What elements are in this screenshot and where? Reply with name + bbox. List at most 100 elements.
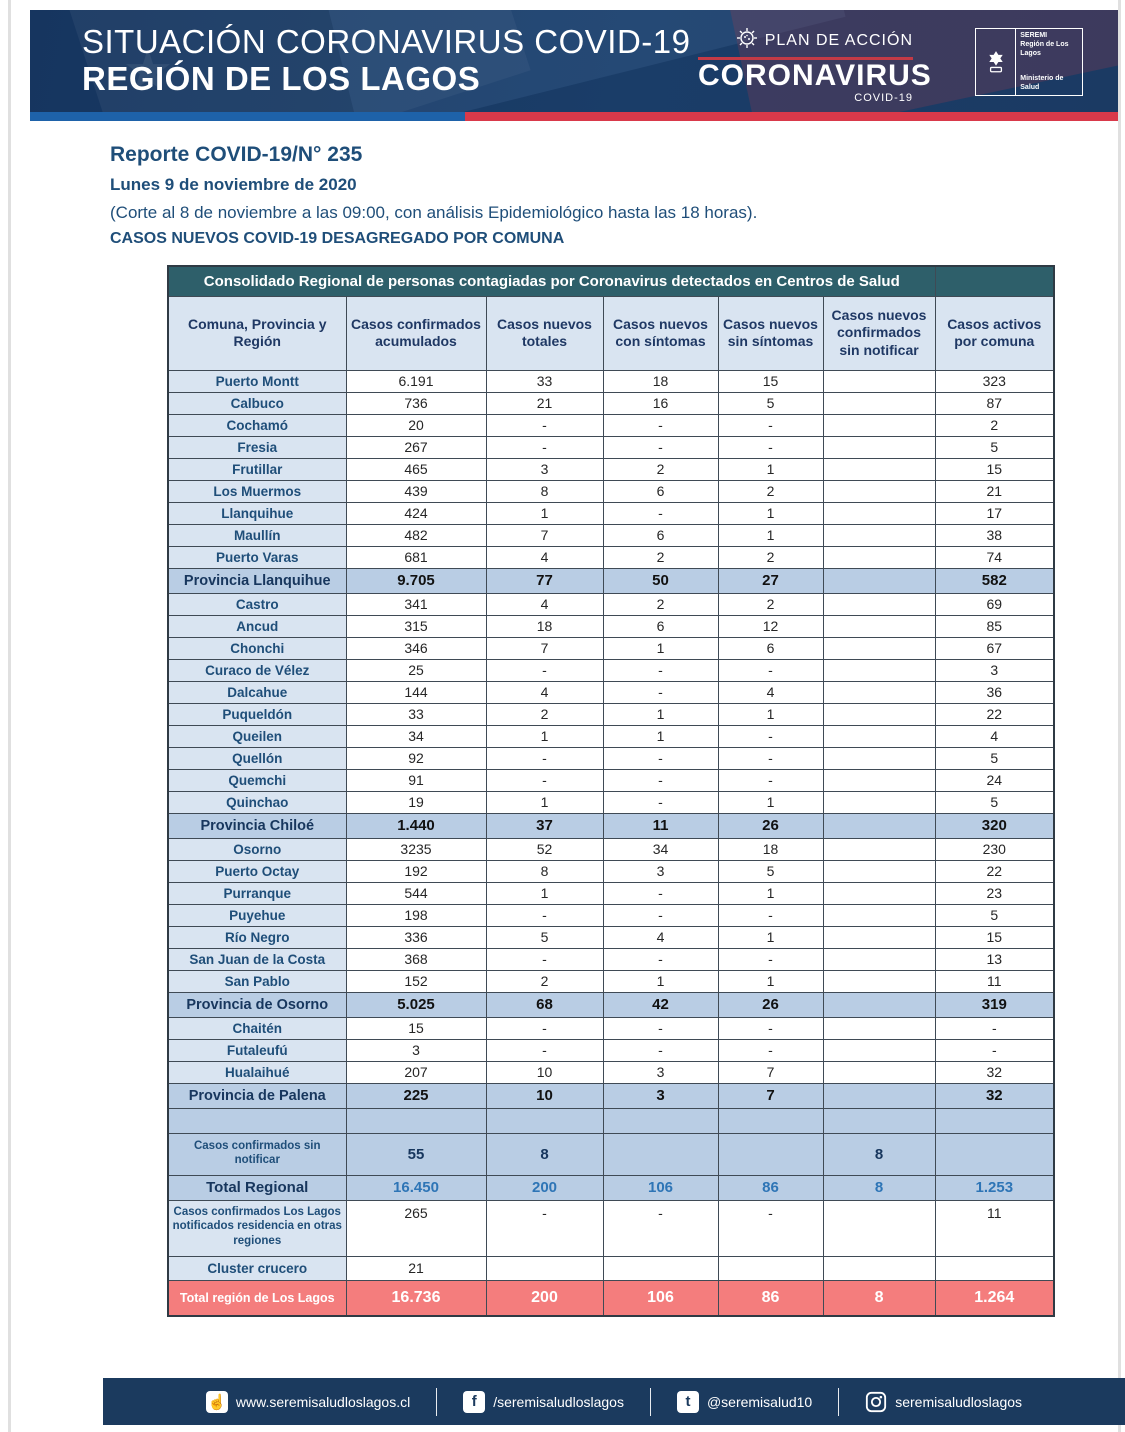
value-cell: 32: [934, 1060, 1055, 1084]
value-cell: -: [485, 1016, 604, 1040]
table-row: Provincia Llanquihue 9.705 77 50 27 582: [167, 567, 1055, 594]
table-title: Consolidado Regional de personas contagi…: [167, 265, 936, 297]
value-cell: 23: [934, 881, 1055, 905]
value-cell: 4: [485, 545, 604, 569]
row-label: Total región de Los Lagos: [167, 1279, 347, 1317]
value-cell: [934, 1255, 1055, 1281]
value-cell: 19: [345, 790, 487, 814]
value-cell: -: [602, 1199, 719, 1257]
value-cell: 5: [485, 925, 604, 949]
value-cell: [717, 1107, 824, 1134]
value-cell: 5: [934, 746, 1055, 770]
value-cell: 152: [345, 969, 487, 993]
value-cell: 336: [345, 925, 487, 949]
value-cell: -: [485, 746, 604, 770]
footer-link-instagram[interactable]: seremisaludloslagos: [865, 1391, 1022, 1413]
table-row: Dalcahue 144 4-4 36: [167, 680, 1055, 704]
row-label: Cluster crucero: [167, 1255, 347, 1281]
value-cell: [822, 1016, 936, 1040]
table-row: Puerto Varas 681 4 2 2 74: [167, 545, 1055, 569]
value-cell: 11: [934, 969, 1055, 993]
value-cell: 200: [485, 1174, 604, 1201]
value-cell: [934, 1132, 1055, 1176]
value-cell: -: [602, 790, 719, 814]
instagram-icon: [865, 1391, 887, 1413]
row-label: Puyehue: [167, 903, 347, 927]
value-cell: [822, 545, 936, 569]
value-cell: [822, 947, 936, 971]
table-title-corner: [934, 265, 1055, 297]
value-cell: 11: [602, 812, 719, 839]
value-cell: 2: [485, 969, 604, 993]
value-cell: 15: [717, 369, 824, 393]
value-cell: 465: [345, 457, 487, 481]
value-cell: [822, 881, 936, 905]
value-cell: [822, 1107, 936, 1134]
value-cell: 207: [345, 1060, 487, 1084]
value-cell: 5: [934, 903, 1055, 927]
twitter-icon: t: [676, 1390, 699, 1413]
footer-link-facebook[interactable]: f/seremisaludloslagos: [463, 1390, 624, 1413]
value-cell: [717, 1132, 824, 1176]
value-cell: 12: [717, 614, 824, 638]
value-cell: 1: [717, 457, 824, 481]
value-cell: [822, 391, 936, 415]
coronavirus-label: CORONAVIRUS: [698, 59, 932, 92]
row-label: Cochamó: [167, 413, 347, 437]
value-cell: 15: [934, 457, 1055, 481]
page-edge-left: [8, 0, 11, 1432]
value-cell: 27: [717, 567, 824, 594]
table-row: San Juan de la Costa 368- - -13: [167, 947, 1055, 971]
value-cell: 341: [345, 592, 487, 616]
value-cell: 67: [934, 636, 1055, 660]
value-cell: [485, 1107, 604, 1134]
value-cell: 18: [717, 837, 824, 861]
value-cell: 16.736: [345, 1279, 487, 1317]
ministerio-label: Ministerio de Salud: [1020, 75, 1064, 91]
value-cell: 26: [717, 991, 824, 1018]
table-row: [167, 1107, 1055, 1134]
value-cell: -: [602, 903, 719, 927]
value-cell: 424: [345, 501, 487, 525]
value-cell: [822, 369, 936, 393]
table-row: Casos confirmados sin notificar 55 8 8: [167, 1132, 1055, 1176]
value-cell: -: [717, 1199, 824, 1257]
report-date: Lunes 9 de noviembre de 2020: [110, 175, 357, 194]
value-cell: -: [602, 501, 719, 525]
value-cell: 1: [717, 881, 824, 905]
value-cell: 681: [345, 545, 487, 569]
table-row: Llanquihue 424 1-1 17: [167, 501, 1055, 525]
value-cell: [822, 837, 936, 861]
value-cell: 3: [602, 1060, 719, 1084]
footer-link-website[interactable]: ☝ www.seremisaludloslagos.cl: [205, 1390, 410, 1413]
value-cell: [822, 859, 936, 883]
value-cell: 6: [602, 614, 719, 638]
row-label: Puerto Varas: [167, 545, 347, 569]
value-cell: 200: [485, 1279, 604, 1317]
value-cell: -: [717, 658, 824, 682]
value-cell: [822, 680, 936, 704]
value-cell: -: [602, 1038, 719, 1062]
table-row: Calbuco 736 21 16 5 87: [167, 391, 1055, 415]
value-cell: 5.025: [345, 991, 487, 1018]
table-title-row: Consolidado Regional de personas contagi…: [167, 265, 1055, 297]
table-row: Fresia 267- - -5: [167, 435, 1055, 459]
row-label: Calbuco: [167, 391, 347, 415]
value-cell: 368: [345, 947, 487, 971]
value-cell: [822, 724, 936, 748]
value-cell: 7: [485, 636, 604, 660]
value-cell: 55: [345, 1132, 487, 1176]
value-cell: 3: [485, 457, 604, 481]
footer-link-twitter[interactable]: t @seremisalud10: [676, 1390, 812, 1413]
row-label: Osorno: [167, 837, 347, 861]
footer-link-label: seremisaludloslagos: [895, 1393, 1023, 1410]
stripe-blue: [30, 112, 465, 121]
value-cell: 21: [485, 391, 604, 415]
plan-de-accion-label: PLAN DE ACCIÓN: [764, 31, 913, 49]
table-row: Castro 341 4 2 2 69: [167, 592, 1055, 616]
table-row: Chonchi 346 7 1 6 67: [167, 636, 1055, 660]
value-cell: 1: [717, 925, 824, 949]
row-label: [167, 1107, 347, 1134]
stripe-red: [465, 112, 1118, 121]
facebook-icon: f: [463, 1390, 486, 1413]
